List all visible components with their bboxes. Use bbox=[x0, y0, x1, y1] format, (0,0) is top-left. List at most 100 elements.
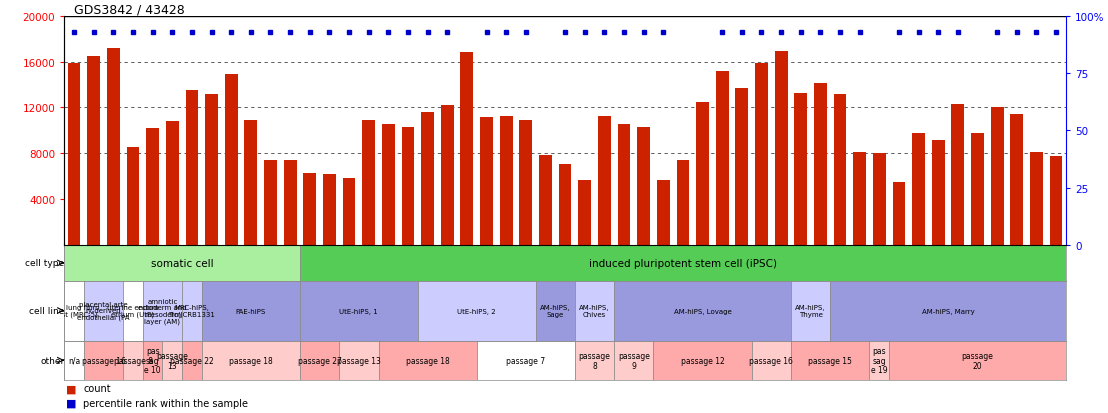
Bar bbox=[123, 281, 143, 341]
Bar bbox=[300, 281, 418, 341]
Text: cell type: cell type bbox=[25, 259, 64, 268]
Text: passage
8: passage 8 bbox=[578, 351, 611, 370]
Bar bbox=[146, 129, 160, 246]
Text: pas
sag
e 19: pas sag e 19 bbox=[871, 346, 888, 375]
Bar bbox=[264, 161, 277, 246]
Bar bbox=[300, 246, 1066, 281]
Bar bbox=[64, 341, 84, 380]
Bar bbox=[126, 147, 140, 246]
Text: GDS3842 / 43428: GDS3842 / 43428 bbox=[74, 4, 185, 17]
Bar bbox=[535, 281, 575, 341]
Bar bbox=[68, 64, 81, 246]
Text: passage 8: passage 8 bbox=[113, 356, 153, 365]
Bar bbox=[774, 52, 788, 246]
Bar bbox=[342, 178, 356, 246]
Bar bbox=[382, 124, 394, 246]
Text: cell line: cell line bbox=[29, 306, 64, 315]
Text: PAE-hiPS: PAE-hiPS bbox=[236, 308, 266, 314]
Bar bbox=[64, 281, 84, 341]
Text: passage 15: passage 15 bbox=[808, 356, 852, 365]
Text: UtE-hiPS, 2: UtE-hiPS, 2 bbox=[458, 308, 496, 314]
Bar bbox=[578, 180, 591, 246]
Bar bbox=[1030, 153, 1043, 246]
Bar bbox=[791, 341, 870, 380]
Bar bbox=[379, 341, 476, 380]
Bar bbox=[677, 161, 689, 246]
Text: uterine endom
etrium (UtE): uterine endom etrium (UtE) bbox=[107, 304, 158, 317]
Bar bbox=[889, 341, 1066, 380]
Bar bbox=[421, 113, 434, 246]
Text: n/a: n/a bbox=[68, 356, 80, 365]
Text: AM-hiPS,
Chives: AM-hiPS, Chives bbox=[579, 304, 609, 317]
Bar bbox=[284, 161, 297, 246]
Bar bbox=[163, 341, 182, 380]
Bar bbox=[614, 281, 791, 341]
Bar bbox=[654, 341, 751, 380]
Text: percentile rank within the sample: percentile rank within the sample bbox=[83, 398, 248, 408]
Text: somatic cell: somatic cell bbox=[151, 258, 214, 268]
Bar bbox=[441, 106, 453, 246]
Text: AM-hiPS, Marry: AM-hiPS, Marry bbox=[922, 308, 974, 314]
Bar bbox=[716, 71, 729, 246]
Bar bbox=[893, 183, 905, 246]
Text: AM-hiPS,
Sage: AM-hiPS, Sage bbox=[540, 304, 571, 317]
Text: passage 22: passage 22 bbox=[170, 356, 214, 365]
Text: ■: ■ bbox=[66, 383, 76, 393]
Text: passage
13: passage 13 bbox=[156, 351, 188, 370]
Bar bbox=[598, 116, 611, 246]
Bar bbox=[637, 128, 650, 246]
Bar bbox=[617, 124, 630, 246]
Bar bbox=[853, 153, 866, 246]
Bar bbox=[870, 341, 889, 380]
Text: passage 27: passage 27 bbox=[298, 356, 341, 365]
Bar bbox=[480, 117, 493, 246]
Bar bbox=[1010, 115, 1023, 246]
Bar bbox=[873, 154, 885, 246]
Bar bbox=[540, 155, 552, 246]
Text: passage 16: passage 16 bbox=[82, 356, 125, 365]
Text: placental arte
ry-derived
endothelial (PA: placental arte ry-derived endothelial (P… bbox=[78, 301, 130, 320]
Text: passage 16: passage 16 bbox=[749, 356, 793, 365]
Bar bbox=[324, 175, 336, 246]
Bar bbox=[657, 180, 669, 246]
Text: passage 7: passage 7 bbox=[506, 356, 545, 365]
Bar bbox=[205, 95, 218, 246]
Text: passage 18: passage 18 bbox=[229, 356, 273, 365]
Text: other: other bbox=[40, 356, 64, 365]
Bar bbox=[182, 341, 202, 380]
Bar bbox=[202, 281, 300, 341]
Bar bbox=[952, 105, 964, 246]
Bar bbox=[202, 341, 300, 380]
Text: passage
20: passage 20 bbox=[962, 351, 994, 370]
Bar bbox=[304, 173, 316, 246]
Bar bbox=[814, 84, 827, 246]
Bar bbox=[401, 128, 414, 246]
Bar bbox=[225, 75, 237, 246]
Bar bbox=[418, 281, 535, 341]
Bar bbox=[84, 281, 123, 341]
Text: passage 12: passage 12 bbox=[680, 356, 725, 365]
Text: ■: ■ bbox=[66, 398, 76, 408]
Text: AM-hiPS, Lovage: AM-hiPS, Lovage bbox=[674, 308, 731, 314]
Bar bbox=[245, 121, 257, 246]
Bar bbox=[339, 341, 379, 380]
Bar bbox=[794, 93, 807, 246]
Text: passage 18: passage 18 bbox=[406, 356, 450, 365]
Bar bbox=[971, 133, 984, 246]
Bar bbox=[185, 91, 198, 246]
Bar bbox=[166, 122, 178, 246]
Bar bbox=[300, 341, 339, 380]
Bar bbox=[912, 133, 925, 246]
Bar bbox=[575, 281, 614, 341]
Bar bbox=[500, 116, 513, 246]
Text: induced pluripotent stem cell (iPSC): induced pluripotent stem cell (iPSC) bbox=[589, 258, 777, 268]
Bar bbox=[182, 281, 202, 341]
Bar bbox=[461, 53, 473, 246]
Bar bbox=[696, 102, 709, 246]
Text: MRC-hiPS,
Tic(JCRB1331: MRC-hiPS, Tic(JCRB1331 bbox=[168, 304, 215, 317]
Bar bbox=[736, 89, 748, 246]
Bar bbox=[830, 281, 1066, 341]
Bar bbox=[143, 281, 182, 341]
Bar bbox=[833, 95, 847, 246]
Text: UtE-hiPS, 1: UtE-hiPS, 1 bbox=[339, 308, 378, 314]
